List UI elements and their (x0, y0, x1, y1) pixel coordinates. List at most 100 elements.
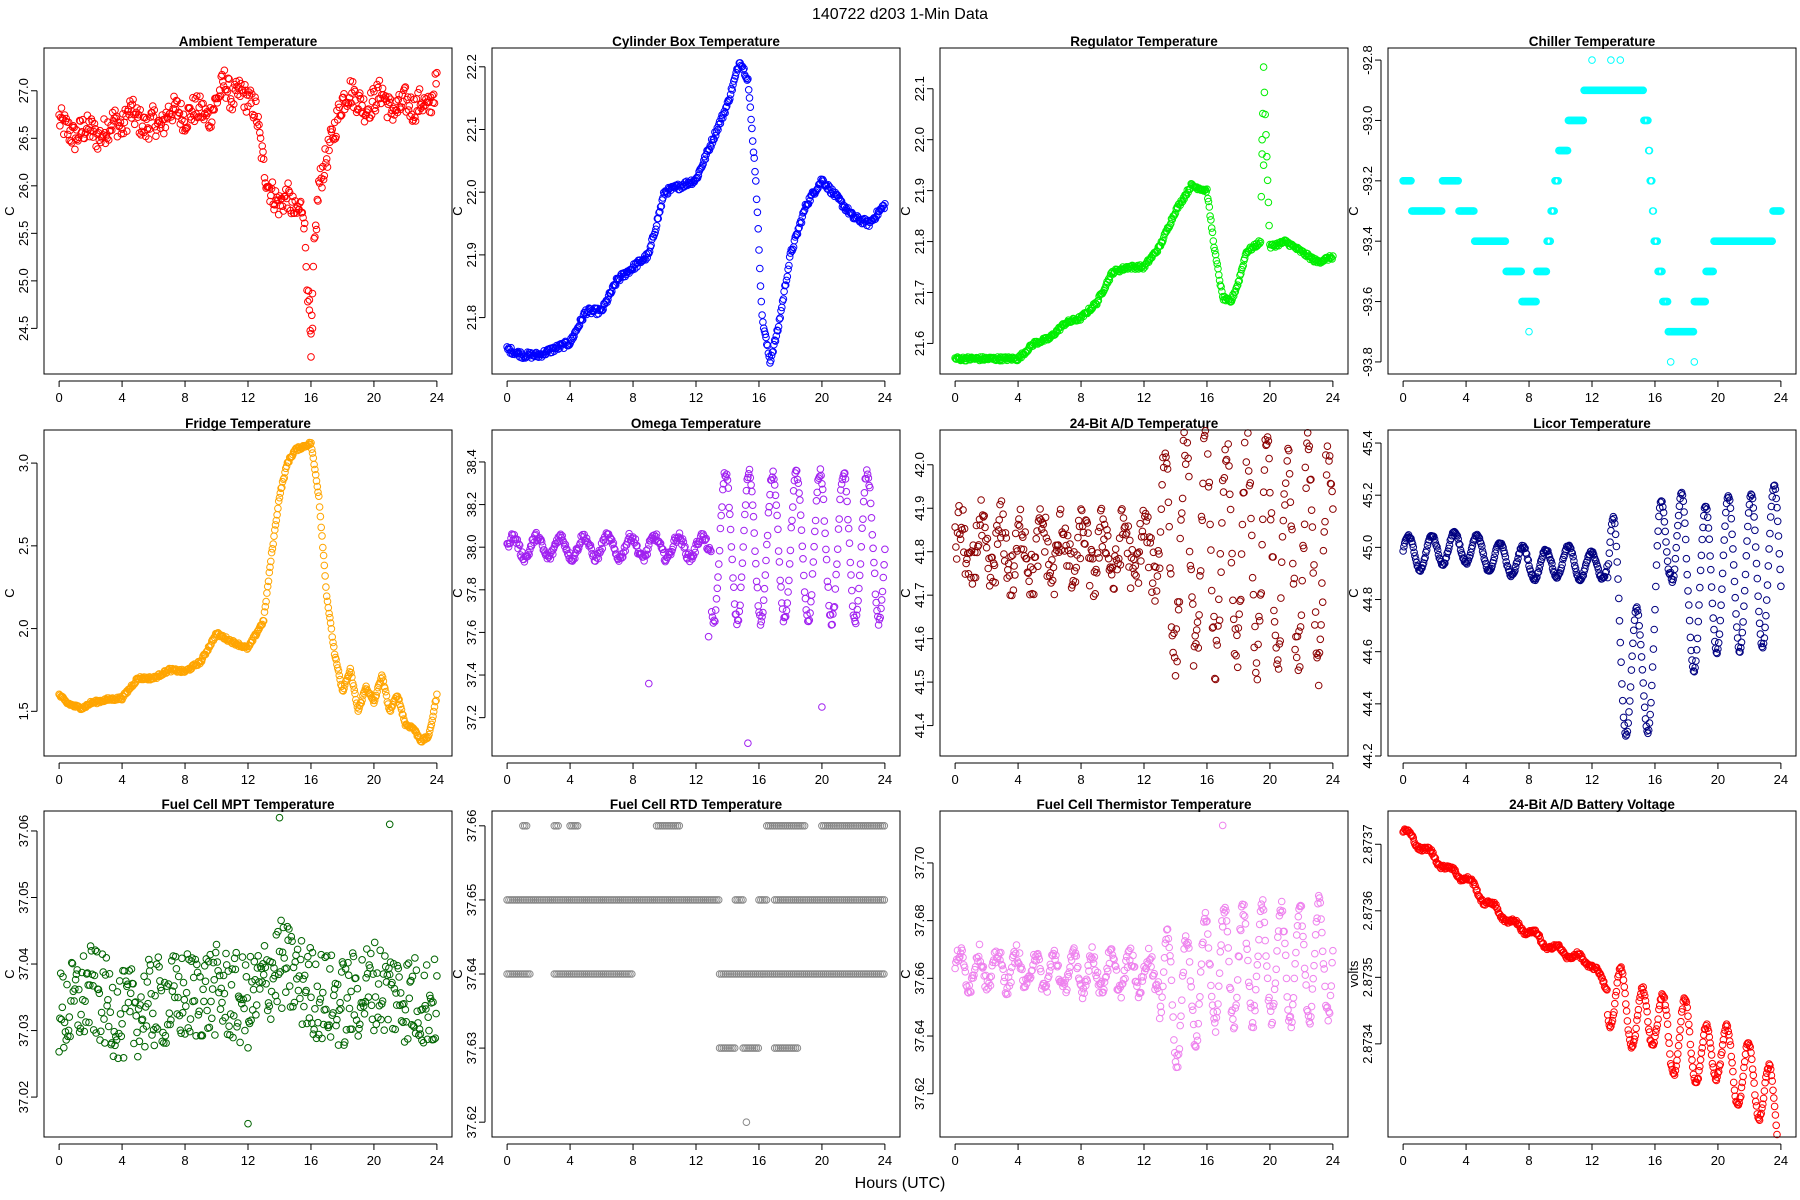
data-point (230, 954, 239, 963)
data-point (80, 1027, 89, 1036)
data-point (715, 560, 723, 568)
data-point (1131, 562, 1140, 570)
data-point (1693, 634, 1702, 643)
y-tick-label: 45.2 (1360, 483, 1375, 508)
data-point (275, 813, 284, 822)
data-point (1126, 536, 1134, 545)
data-point (1557, 564, 1566, 572)
data-point (1546, 555, 1555, 564)
data-point (783, 599, 792, 607)
data-point (367, 1001, 376, 1010)
data-point (1292, 653, 1301, 662)
data-point (609, 896, 617, 904)
data-point (379, 970, 388, 978)
data-point (1258, 540, 1266, 549)
data-point (704, 632, 713, 641)
data-point (1249, 590, 1258, 599)
data-point (712, 595, 721, 603)
data-point (1759, 639, 1768, 648)
data-point (1144, 563, 1153, 572)
data-point (236, 1038, 244, 1047)
data-point (1651, 605, 1659, 614)
data-point (1169, 648, 1177, 657)
data-point (1716, 616, 1725, 625)
data-point (760, 584, 769, 593)
y-tick-label: 41.9 (912, 496, 927, 521)
data-point (1033, 527, 1041, 535)
data-point (75, 985, 83, 994)
data-point (701, 535, 710, 544)
data-point (1658, 267, 1666, 276)
data-point (334, 1041, 343, 1049)
data-point (1525, 562, 1533, 570)
data-point (212, 940, 221, 949)
data-point (715, 120, 723, 129)
data-point (1707, 565, 1715, 574)
data-point (182, 124, 191, 132)
data-point (1633, 607, 1642, 615)
data-point (373, 969, 381, 977)
data-point (1270, 618, 1279, 626)
data-point (132, 108, 140, 117)
data-point (1738, 628, 1747, 637)
data-point (652, 225, 660, 234)
data-point (1616, 638, 1625, 647)
data-points (503, 59, 889, 367)
data-point (752, 195, 761, 204)
data-point (740, 526, 748, 535)
data-point (112, 1036, 121, 1044)
x-tick-label: 8 (1077, 772, 1084, 787)
data-point (1217, 282, 1225, 291)
data-point (769, 467, 777, 476)
data-point (1206, 212, 1214, 220)
data-point (797, 526, 806, 535)
data-point (643, 253, 652, 262)
data-point (781, 612, 790, 621)
y-tick-label: 26.5 (16, 126, 31, 151)
data-point (746, 473, 755, 482)
data-point (829, 603, 838, 612)
data-point (1133, 550, 1141, 558)
y-axis: 21.821.922.022.122.2 (464, 54, 486, 330)
data-point (1158, 481, 1166, 489)
data-point (749, 512, 758, 521)
data-point (1289, 559, 1297, 568)
data-point (1563, 543, 1572, 552)
data-point (1255, 617, 1264, 625)
data-point (594, 896, 602, 904)
data-point (743, 76, 752, 84)
data-point (1271, 243, 1280, 251)
data-point (431, 1034, 440, 1042)
data-point (1126, 584, 1135, 593)
data-point (1567, 544, 1575, 553)
data-point (1712, 648, 1721, 657)
data-point (1260, 466, 1269, 474)
data-point (75, 1028, 84, 1036)
data-point (962, 559, 970, 568)
data-point (155, 116, 163, 125)
data-point (60, 1018, 69, 1027)
data-point (620, 896, 629, 904)
data-point (221, 1013, 229, 1022)
data-point (712, 128, 721, 136)
data-point (340, 684, 348, 693)
data-point (754, 602, 763, 610)
data-point (200, 997, 208, 1006)
data-point (137, 993, 145, 1001)
data-point (316, 512, 325, 521)
data-point (1589, 550, 1598, 559)
data-point (1207, 546, 1215, 554)
data-point (986, 573, 995, 582)
data-point (1255, 612, 1263, 621)
data-point (326, 619, 335, 627)
data-point (429, 90, 438, 99)
data-point (527, 896, 536, 904)
data-point (1207, 586, 1216, 595)
panel-ylabel: C (450, 206, 465, 215)
data-point (302, 263, 311, 271)
data-point (397, 103, 406, 111)
data-point (1149, 548, 1158, 557)
data-point (1248, 573, 1257, 582)
data-point (1025, 577, 1033, 586)
